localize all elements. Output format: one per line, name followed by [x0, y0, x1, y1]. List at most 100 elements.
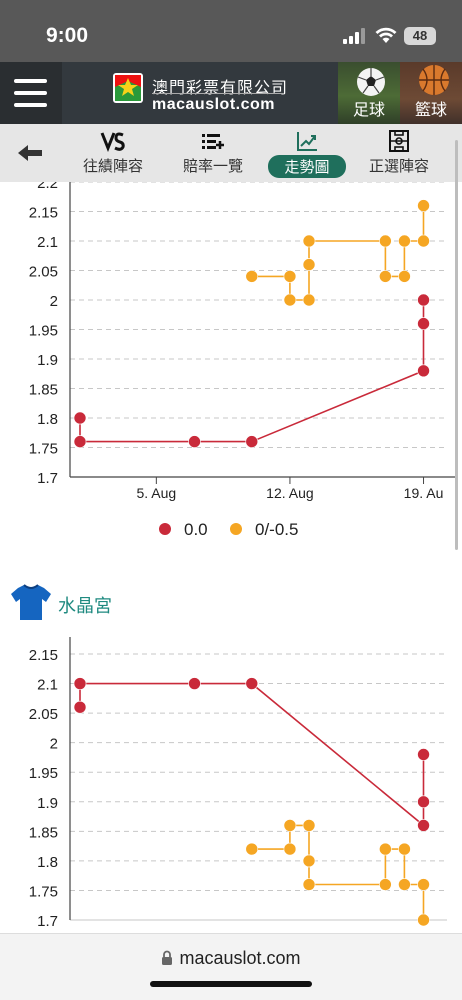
cellular-signal-icon: [343, 28, 365, 44]
data-point[interactable]: [188, 677, 201, 690]
y-tick-label: 2.05: [29, 264, 58, 281]
data-point[interactable]: [245, 435, 259, 448]
data-point[interactable]: [302, 258, 316, 271]
lineup-icon: [389, 130, 409, 152]
series-line: [251, 205, 425, 301]
y-tick-label: 1.7: [37, 913, 58, 930]
legend-marker: [230, 523, 242, 535]
data-point[interactable]: [73, 411, 87, 425]
status-bar: 9:00 48: [0, 0, 462, 62]
tab-starting-lineup[interactable]: 正選陣容: [366, 130, 432, 178]
data-point[interactable]: [283, 842, 297, 856]
data-point[interactable]: [302, 234, 316, 248]
logo-underline: [152, 93, 284, 94]
y-tick-label: 1.95: [29, 765, 58, 782]
team-header: 水晶宮: [10, 582, 112, 624]
data-point[interactable]: [417, 234, 430, 248]
y-tick-label: 2: [50, 293, 58, 310]
trend-chart-icon: [297, 132, 317, 151]
y-tick-label: 1.75: [29, 441, 58, 458]
team-jersey-icon: [11, 584, 51, 620]
basketball-icon: [419, 65, 449, 95]
data-point[interactable]: [417, 199, 430, 212]
y-tick-label: 1.9: [37, 795, 58, 812]
url-text: macauslot.com: [179, 948, 301, 968]
back-arrow-icon[interactable]: [16, 143, 44, 163]
odds-trend-chart-1: 2.2 2.15 2.1 2.05 2 1.95 1.9 1.85 1.8 1.75 1.7 5. A…: [29, 182, 457, 539]
data-point[interactable]: [379, 878, 392, 891]
data-point[interactable]: [302, 293, 316, 307]
y-tick-label: 1.85: [29, 382, 58, 399]
y-tick-label: 2.1: [37, 677, 58, 694]
site-logo[interactable]: 澳門彩票有限公司 macauslot.com: [62, 62, 338, 124]
data-point[interactable]: [283, 293, 297, 307]
browser-url-bar[interactable]: macauslot.com: [0, 933, 462, 1000]
data-point[interactable]: [379, 234, 392, 248]
y-tick-label: 2.2: [37, 182, 58, 192]
site-header: 澳門彩票有限公司 macauslot.com 足球 籃球: [0, 62, 462, 124]
wifi-icon: [375, 27, 397, 43]
data-point[interactable]: [398, 270, 411, 283]
legend-marker: [159, 523, 171, 535]
data-point[interactable]: [398, 878, 411, 891]
tab-label: 往績陣容: [82, 158, 143, 175]
series-line: [79, 300, 425, 443]
tab-trend-chart[interactable]: 走勢圖: [268, 130, 346, 178]
data-point[interactable]: [188, 435, 201, 448]
data-point[interactable]: [302, 854, 316, 868]
legend-label[interactable]: 0/-0.5: [255, 520, 298, 539]
data-point[interactable]: [417, 913, 430, 927]
data-point[interactable]: [379, 842, 392, 856]
match-tabs: 往績陣容 賠率一覽 走勢圖 正選陣容: [0, 124, 462, 182]
battery-indicator: 48: [404, 27, 436, 45]
data-point[interactable]: [417, 748, 430, 761]
data-point[interactable]: [245, 677, 259, 690]
basketball-label: 籃球: [414, 102, 447, 119]
data-point[interactable]: [417, 819, 430, 832]
basketball-link[interactable]: 籃球: [400, 62, 462, 124]
vs-icon: [100, 132, 125, 152]
data-point[interactable]: [302, 878, 316, 891]
data-point[interactable]: [73, 435, 87, 448]
macauslot-logo-icon: [113, 73, 143, 103]
lock-icon: [162, 950, 173, 965]
series-line: [79, 682, 425, 828]
y-tick-label: 1.7: [37, 470, 58, 487]
data-point[interactable]: [73, 677, 87, 690]
x-tick-label: 5. Aug: [136, 485, 176, 501]
odds-trend-chart-2: 2.15 2.1 2.05 2 1.95 1.9 1.85 1.8 1.75 1.7: [29, 637, 447, 930]
y-tick-label: 2.15: [29, 205, 58, 222]
data-point[interactable]: [283, 819, 297, 832]
data-point[interactable]: [417, 293, 430, 307]
hamburger-icon: [14, 91, 47, 95]
menu-button[interactable]: [0, 62, 62, 124]
data-point[interactable]: [73, 700, 87, 714]
hamburger-icon: [14, 103, 47, 107]
data-point[interactable]: [283, 270, 297, 283]
tab-past-records[interactable]: 往績陣容: [80, 130, 146, 178]
data-point[interactable]: [398, 234, 411, 248]
y-tick-label: 1.8: [37, 411, 58, 428]
data-point[interactable]: [245, 270, 259, 283]
y-tick-label: 1.9: [37, 352, 58, 369]
page-scrollbar[interactable]: [455, 140, 458, 550]
data-point[interactable]: [417, 317, 430, 330]
data-point[interactable]: [302, 819, 316, 832]
data-point[interactable]: [398, 842, 411, 856]
y-tick-label: 1.75: [29, 883, 58, 900]
tab-odds[interactable]: 賠率一覽: [180, 130, 246, 178]
data-point[interactable]: [379, 270, 392, 283]
status-time: 9:00: [46, 24, 89, 47]
data-point[interactable]: [417, 795, 430, 809]
legend-label[interactable]: 0.0: [184, 520, 208, 539]
data-point[interactable]: [417, 364, 430, 378]
data-point[interactable]: [245, 842, 259, 856]
y-tick-label: 1.95: [29, 323, 58, 340]
hamburger-icon: [14, 79, 47, 83]
x-tick-label: 12. Aug: [266, 485, 314, 501]
logo-text-chinese: 澳門彩票有限公司: [152, 80, 289, 97]
football-icon: [357, 68, 385, 96]
team-name: 水晶宮: [58, 596, 112, 616]
football-link[interactable]: 足球: [338, 62, 400, 124]
data-point[interactable]: [417, 878, 430, 891]
